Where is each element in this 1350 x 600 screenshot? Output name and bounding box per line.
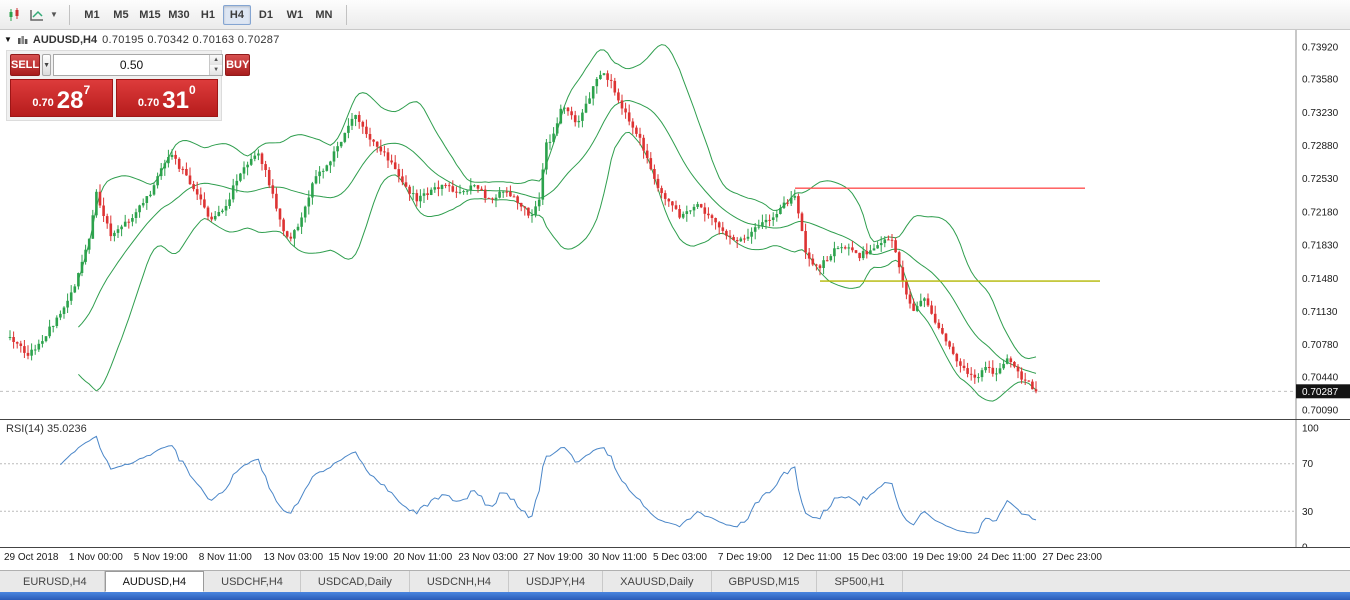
chart-tab-gbpusd-m15[interactable]: GBPUSD,M15 (712, 571, 818, 592)
time-axis-label: 27 Dec 23:00 (1042, 552, 1102, 563)
timeframe-button-m30[interactable]: M30 (168, 8, 190, 21)
price-axis-label: 0.71130 (1302, 307, 1338, 318)
volume-up-icon[interactable]: ▲ (210, 55, 223, 65)
timeframe-button-w1[interactable]: W1 (286, 8, 304, 21)
buy-price-sup: 0 (188, 83, 196, 97)
chart-tabs-bar: EURUSD,H4 AUDUSD,H4 USDCHF,H4 USDCAD,Daily U… (0, 570, 1350, 592)
price-axis-label: 0.73920 (1302, 43, 1339, 54)
time-axis-label: 29 Oct 2018 (4, 552, 59, 563)
chart-shift-icon[interactable] (27, 5, 47, 25)
candlestick-chart-icon[interactable] (5, 5, 25, 25)
toolbar-separator (68, 4, 70, 25)
bollinger-middle-band (78, 99, 1037, 374)
sell-price-prefix: 0.70 (32, 97, 54, 109)
price-axis-label: 0.73230 (1302, 108, 1339, 119)
timeframe-button-m15[interactable]: M15 (139, 8, 161, 21)
time-axis-label: 13 Nov 03:00 (263, 552, 324, 563)
price-axis-label: 0.70440 (1302, 372, 1339, 383)
chart-tab-eurusd-h4[interactable]: EURUSD,H4 (6, 571, 105, 592)
time-axis-label: 15 Dec 03:00 (847, 552, 908, 563)
price-axis-label: 0.71830 (1302, 241, 1339, 252)
bollinger-bands[interactable] (77, 44, 1037, 402)
rsi-axis-label: 70 (1302, 459, 1314, 470)
time-axis-label: 12 Dec 11:00 (782, 552, 842, 563)
timeframe-button-m1[interactable]: M1 (84, 8, 100, 21)
rsi-indicator-label: RSI(14) 35.0236 (6, 423, 87, 435)
timeframe-button-h1[interactable]: H1 (200, 8, 215, 21)
chart-tab-usdchf-h4[interactable]: USDCHF,H4 (204, 571, 301, 592)
time-axis-label: 1 Nov 00:00 (68, 552, 123, 563)
volume-field: ▲ ▼ (53, 54, 224, 76)
timeframe-button-h4[interactable]: H4 (222, 4, 251, 25)
rsi-axis-label: 100 (1302, 424, 1319, 435)
chart-tab-audusd-h4[interactable]: AUDUSD,H4 (104, 571, 205, 592)
volume-down-icon[interactable]: ▼ (210, 65, 223, 75)
time-axis-label: 5 Dec 03:00 (653, 552, 707, 563)
current-price-badge-text: 0.70287 (1302, 387, 1339, 398)
timeframe-button-group: M1 M5 M15 M30 H1 H4 D1 W1 MN (78, 4, 338, 25)
chart-tab-usdcad-daily[interactable]: USDCAD,Daily (301, 571, 410, 592)
rsi-line (60, 435, 1037, 534)
chart-symbol-label: AUDUSD,H4 (32, 34, 98, 46)
sell-price-display[interactable]: 0.70 28 7 (10, 79, 113, 117)
volume-spinners: ▲ ▼ (209, 55, 223, 75)
price-axis-label: 0.70090 (1302, 406, 1339, 417)
bollinger-upper-band (77, 44, 1037, 360)
price-axis-label: 0.72180 (1302, 207, 1339, 218)
chart-tab-usdcnh-h4[interactable]: USDCNH,H4 (410, 571, 510, 592)
main-chart-panel[interactable]: 0.73920 0.73580 0.73230 0.72880 0.72530 0.721… (0, 30, 1350, 420)
one-click-trading-panel: SELL ▼ ▲ ▼ BUY 0.70 28 7 0.7 (6, 50, 251, 121)
sell-price-big: 28 (56, 87, 84, 115)
time-axis-label: 8 Nov 11:00 (198, 552, 252, 563)
time-axis-label: 15 Nov 19:00 (328, 552, 389, 563)
toolbar-separator (345, 4, 347, 25)
chart-tab-usdjpy-h4[interactable]: USDJPY,H4 (509, 571, 604, 592)
time-axis-label: 24 Dec 11:00 (977, 552, 1037, 563)
time-axis-label: 27 Nov 19:00 (523, 552, 583, 563)
candles (8, 70, 1038, 394)
buy-button[interactable]: BUY (225, 54, 251, 76)
chart-tab-xauusd-daily[interactable]: XAUUSD,Daily (603, 571, 712, 592)
price-axis-label: 0.70780 (1302, 340, 1339, 351)
sell-button[interactable]: SELL (10, 54, 41, 76)
rsi-axis-label: 30 (1302, 507, 1314, 518)
chart-tab-sp500-h1[interactable]: SP500,H1 (817, 571, 903, 592)
rsi-indicator-panel[interactable]: 100 70 30 0 RSI(14) 35.0236 (0, 420, 1350, 548)
current-price-badge (1296, 384, 1350, 399)
volume-dropdown-button[interactable]: ▼ (42, 54, 52, 76)
rsi-axis-label: 0 (1302, 543, 1308, 549)
timeframe-button-d1[interactable]: D1 (258, 8, 273, 21)
candlestick-chart: 0.73920 0.73580 0.73230 0.72880 0.72530 0.721… (0, 30, 1350, 420)
chart-header-icon (17, 35, 28, 46)
chart-ohlc-values: 0.70195 0.70342 0.70163 0.70287 (102, 34, 280, 46)
time-axis-label: 19 Dec 19:00 (912, 552, 973, 563)
trade-panel-toggle-icon[interactable]: ▼ (4, 35, 12, 44)
chart-header: ▼ AUDUSD,H4 0.70195 0.70342 0.70163 0.70… (4, 34, 280, 46)
rsi-chart: 100 70 30 0 (0, 420, 1350, 548)
timeframe-button-mn[interactable]: MN (315, 8, 333, 21)
time-axis-label: 5 Nov 19:00 (133, 552, 188, 563)
toolbar-dropdown-caret-icon[interactable]: ▼ (50, 10, 58, 19)
sell-price-sup: 7 (83, 83, 91, 97)
price-axis-label: 0.72880 (1302, 141, 1339, 152)
toolbar: ▼ M1 M5 M15 M30 H1 H4 D1 W1 MN (0, 0, 1350, 30)
time-axis-label: 23 Nov 03:00 (458, 552, 518, 563)
time-axis-label: 30 Nov 11:00 (588, 552, 647, 563)
buy-price-big: 31 (162, 87, 189, 115)
time-axis[interactable]: 29 Oct 2018 1 Nov 00:00 5 Nov 19:00 8 Nov 1… (0, 548, 1350, 570)
price-axis-label: 0.71480 (1302, 274, 1339, 285)
window-bottom-strip (0, 592, 1350, 600)
price-axis-label: 0.73580 (1302, 75, 1339, 86)
price-axis-label: 0.72530 (1302, 174, 1339, 185)
timeframe-button-m5[interactable]: M5 (113, 8, 129, 21)
bollinger-lower-band (78, 131, 1037, 402)
time-axis-label: 7 Dec 19:00 (717, 552, 772, 563)
time-axis-label: 20 Nov 11:00 (393, 552, 453, 563)
buy-price-prefix: 0.70 (137, 97, 160, 109)
volume-input[interactable] (54, 55, 210, 75)
buy-price-display[interactable]: 0.70 31 0 (115, 79, 218, 117)
price-axis: 0.73920 0.73580 0.73230 0.72880 0.72530 0.721… (1302, 43, 1339, 417)
